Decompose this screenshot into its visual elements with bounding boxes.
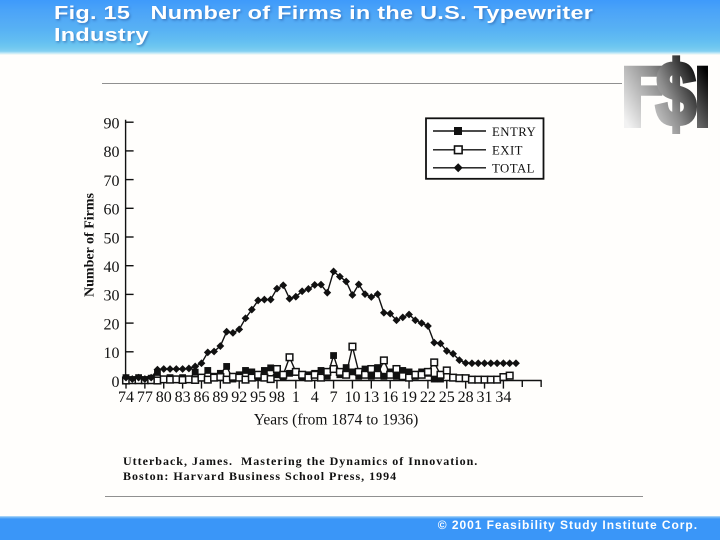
svg-text:16: 16: [382, 389, 398, 406]
svg-text:60: 60: [104, 202, 120, 219]
svg-text:13: 13: [363, 389, 379, 406]
svg-text:$: $: [656, 50, 696, 140]
svg-text:22: 22: [420, 389, 436, 406]
svg-text:83: 83: [175, 389, 191, 406]
svg-text:40: 40: [104, 259, 120, 276]
svg-text:34: 34: [495, 389, 511, 406]
svg-text:80: 80: [156, 389, 172, 406]
svg-text:98: 98: [269, 389, 285, 406]
svg-text:90: 90: [104, 116, 120, 133]
svg-text:50: 50: [104, 230, 120, 247]
svg-text:19: 19: [401, 389, 417, 406]
svg-text:TOTAL: TOTAL: [492, 162, 535, 176]
svg-text:4: 4: [311, 389, 319, 406]
svg-text:31: 31: [477, 389, 493, 406]
svg-text:10: 10: [104, 345, 120, 362]
svg-text:1: 1: [292, 389, 300, 406]
svg-text:30: 30: [104, 288, 120, 305]
svg-text:95: 95: [250, 389, 266, 406]
svg-text:70: 70: [104, 173, 120, 190]
svg-text:86: 86: [193, 389, 209, 406]
svg-text:28: 28: [458, 389, 474, 406]
svg-text:ENTRY: ENTRY: [492, 125, 536, 139]
svg-text:10: 10: [344, 389, 360, 406]
svg-text:89: 89: [212, 389, 228, 406]
svg-text:25: 25: [439, 389, 455, 406]
svg-text:20: 20: [104, 316, 120, 333]
svg-text:7: 7: [330, 389, 338, 406]
svg-text:Years (from 1874 to 1936): Years (from 1874 to 1936): [254, 411, 419, 428]
svg-text:92: 92: [231, 389, 247, 406]
svg-text:77: 77: [137, 389, 153, 406]
svg-text:Number of Firms: Number of Firms: [83, 192, 98, 296]
svg-text:74: 74: [118, 389, 134, 406]
svg-text:80: 80: [104, 144, 120, 161]
svg-text:EXIT: EXIT: [492, 144, 523, 158]
svg-text:0: 0: [112, 374, 120, 391]
